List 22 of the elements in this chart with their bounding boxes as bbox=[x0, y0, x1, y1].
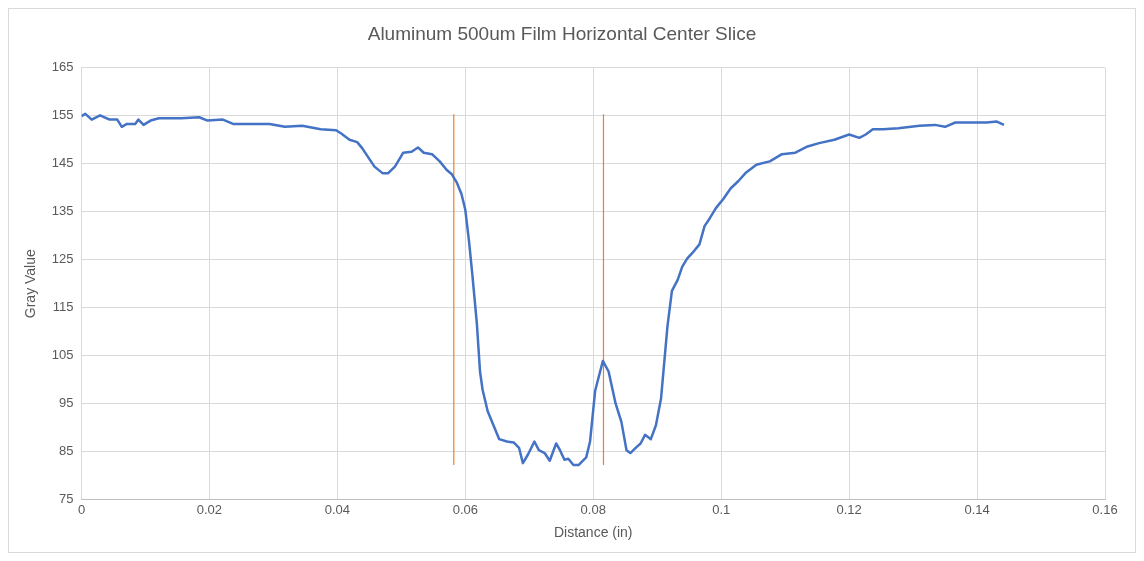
x-tick-label: 0.02 bbox=[196, 501, 223, 517]
y-tick-label: 85 bbox=[59, 443, 74, 459]
x-tick-label: 0.08 bbox=[580, 501, 606, 517]
y-tick-label: 125 bbox=[51, 251, 74, 267]
y-tick-label: 115 bbox=[52, 299, 74, 315]
x-tick-label: 0 bbox=[77, 501, 86, 517]
y-tick-label: 145 bbox=[51, 155, 74, 171]
x-tick-label: 0.04 bbox=[324, 501, 351, 517]
x-tick-label: 0.14 bbox=[964, 501, 990, 517]
x-tick-label: 0.12 bbox=[836, 501, 862, 517]
y-tick-label: 95 bbox=[59, 395, 74, 411]
x-tick-label: 0.16 bbox=[1092, 501, 1118, 517]
y-tick-label: 75 bbox=[59, 491, 74, 507]
x-tick-label: 0.1 bbox=[712, 501, 731, 517]
y-tick-label: 165 bbox=[51, 59, 74, 75]
y-axis-title: Gray Value bbox=[22, 248, 39, 319]
chart-title: Aluminum 500um Film Horizontal Center Slice bbox=[367, 22, 757, 44]
y-tick-label: 105 bbox=[51, 347, 74, 363]
x-axis-title: Distance (in) bbox=[553, 524, 633, 541]
y-tick-label: 155 bbox=[51, 107, 74, 123]
x-tick-label: 0.06 bbox=[452, 501, 478, 517]
y-tick-label: 135 bbox=[51, 203, 74, 219]
